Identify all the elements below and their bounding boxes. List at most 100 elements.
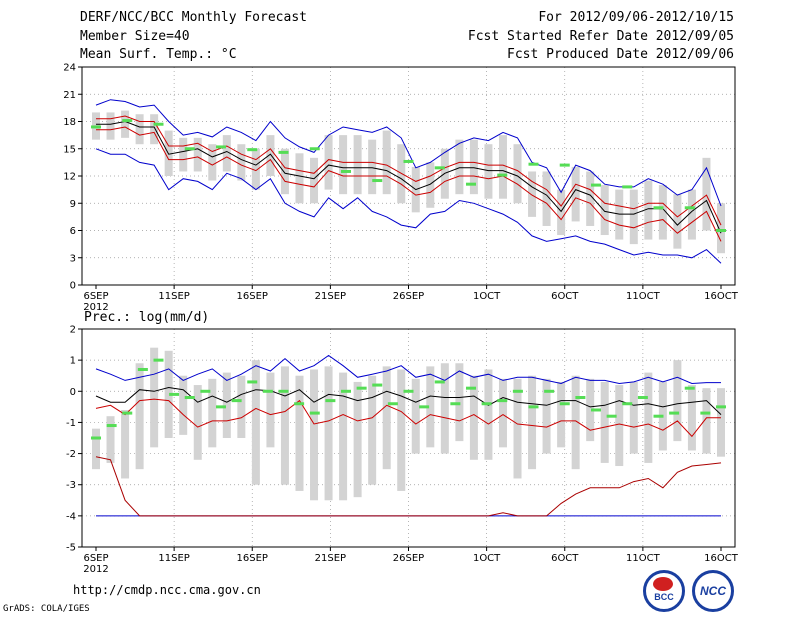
spread-bar xyxy=(339,372,348,501)
member-size-label: Member Size=40 xyxy=(80,29,190,44)
spread-bar xyxy=(542,378,551,454)
spread-bar xyxy=(295,153,304,204)
spread-bar xyxy=(222,372,231,438)
spread-bar xyxy=(658,185,667,240)
spread-bar xyxy=(702,157,711,231)
spread-bar xyxy=(179,137,188,172)
spread-bar xyxy=(673,194,682,249)
source-url[interactable]: http://cmdp.ncc.cma.gov.cn xyxy=(73,583,261,597)
spread-bar xyxy=(193,385,202,460)
series-line-max xyxy=(95,99,722,207)
observed-marker xyxy=(559,402,570,406)
observed-marker xyxy=(372,383,383,387)
observed-marker xyxy=(122,411,133,415)
x-year-label: 2012 xyxy=(83,302,108,313)
spread-bar xyxy=(222,135,231,172)
observed-marker xyxy=(466,386,476,390)
observed-marker xyxy=(622,402,633,406)
spread-bar xyxy=(426,162,435,208)
spread-bar xyxy=(528,171,537,217)
spread-bar xyxy=(237,375,246,438)
x-tick-label: 26SEP xyxy=(393,553,424,564)
observed-marker xyxy=(341,389,351,393)
plot-frame xyxy=(81,66,736,286)
observed-marker xyxy=(684,206,695,210)
spread-bar xyxy=(339,135,348,195)
x-tick-label: 1OCT xyxy=(473,291,501,302)
spread-bar xyxy=(629,189,638,245)
spread-bar xyxy=(702,388,711,454)
observed-marker xyxy=(184,396,195,400)
x-tick-label: 6SEP xyxy=(83,291,108,302)
observed-marker xyxy=(591,183,601,187)
spread-bar xyxy=(644,372,653,463)
observed-marker xyxy=(325,399,336,403)
ncc-logo-text: NCC xyxy=(700,584,726,598)
x-tick-label: 6OCT xyxy=(551,553,579,564)
spread-bar xyxy=(251,148,260,190)
observed-marker xyxy=(262,389,273,393)
observed-marker xyxy=(512,389,523,393)
spread-bar xyxy=(353,135,362,195)
spread-bar xyxy=(106,112,115,140)
x-tick-label: 11SEP xyxy=(158,553,189,564)
x-tick-label: 16OCT xyxy=(704,291,739,302)
spread-bar xyxy=(324,135,333,190)
observed-marker xyxy=(200,389,211,393)
bcc-logo-emblem xyxy=(653,577,673,591)
observed-marker xyxy=(184,147,195,151)
spread-bar xyxy=(484,369,493,460)
spread-bar xyxy=(571,375,580,470)
spread-bar xyxy=(600,185,609,236)
observed-marker xyxy=(403,159,414,163)
y-tick-label: 1 xyxy=(70,356,76,367)
series-line-mean xyxy=(96,120,722,234)
observed-marker xyxy=(153,358,164,362)
spread-bar xyxy=(644,180,653,240)
spread-bar xyxy=(266,135,275,176)
observed-marker xyxy=(278,389,289,393)
x-tick-label: 21SEP xyxy=(315,553,346,564)
x-tick-label: 21SEP xyxy=(315,291,346,302)
y-tick-label: 12 xyxy=(63,172,76,183)
spread-bar xyxy=(557,189,566,236)
spread-bar xyxy=(368,375,377,485)
spread-bar xyxy=(368,139,377,195)
observed-marker xyxy=(684,386,695,390)
observed-marker xyxy=(653,414,664,418)
spread-bar xyxy=(455,363,464,442)
observed-marker xyxy=(669,411,680,415)
x-tick-label: 11OCT xyxy=(626,291,661,302)
observed-marker xyxy=(356,386,367,390)
observed-marker xyxy=(497,173,508,177)
spread-bar xyxy=(426,366,435,448)
spread-bar xyxy=(513,378,522,479)
x-tick-label: 1OCT xyxy=(473,553,501,564)
observed-marker xyxy=(653,206,664,210)
spread-bar xyxy=(687,385,696,451)
spread-bar xyxy=(673,360,682,442)
series-line-mean xyxy=(95,398,721,438)
spread-bar xyxy=(469,375,478,460)
observed-marker xyxy=(591,408,601,412)
observed-marker xyxy=(387,402,398,406)
spread-bar xyxy=(411,378,420,454)
spread-bar xyxy=(280,366,289,485)
observed-marker xyxy=(716,405,726,409)
observed-marker xyxy=(294,402,305,406)
observed-marker xyxy=(622,185,633,189)
y-tick-label: -1 xyxy=(66,418,76,429)
spread-bar xyxy=(150,114,159,145)
spread-bar xyxy=(92,428,100,470)
spread-bar xyxy=(615,385,624,467)
spread-bar xyxy=(455,139,464,195)
spread-bar xyxy=(571,166,580,222)
y-tick-label: 0 xyxy=(70,387,76,398)
observed-marker xyxy=(544,389,555,393)
observed-marker xyxy=(575,396,586,400)
observed-marker xyxy=(231,399,242,403)
observed-marker xyxy=(466,182,476,186)
y-tick-label: 3 xyxy=(70,253,76,264)
spread-bar xyxy=(266,372,275,448)
